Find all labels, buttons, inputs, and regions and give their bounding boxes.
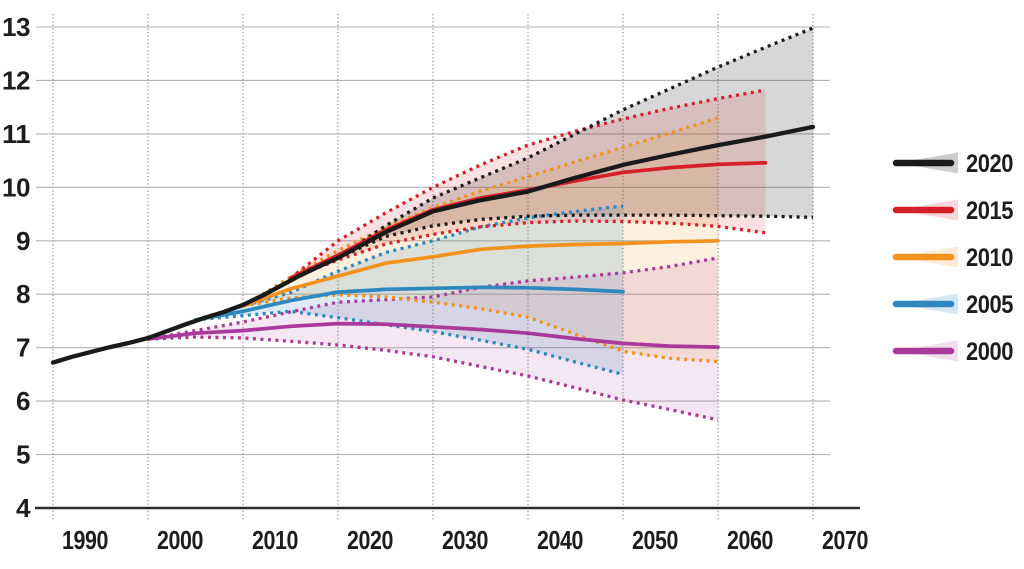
x-tick-label-2050: 2050	[632, 525, 678, 555]
uncertainty-fans	[148, 28, 813, 420]
lower-bound-2015	[289, 219, 766, 280]
legend-item-2000: 2000	[892, 338, 1014, 366]
y-tick-label-4: 4	[16, 493, 31, 523]
upper-bound-2010	[242, 116, 719, 308]
fan-2010	[243, 117, 718, 362]
x-tick-label-1990: 1990	[62, 525, 108, 555]
x-tick-label-2020: 2020	[347, 525, 393, 555]
interval-dotted-lines	[147, 26, 814, 422]
legend-label-2005: 2005	[966, 291, 1014, 319]
y-tick-label-9: 9	[16, 226, 30, 256]
lower-bound-2005	[195, 309, 624, 376]
upper-bound-2020	[337, 26, 814, 260]
x-tick-label-2060: 2060	[727, 525, 773, 555]
x-tick-label-2040: 2040	[537, 525, 583, 555]
legend-label-2010: 2010	[966, 244, 1013, 272]
upper-bound-2015	[289, 88, 766, 280]
y-tick-label-6: 6	[16, 386, 30, 416]
legend-item-2010: 2010	[892, 244, 1014, 272]
y-tick-label-5: 5	[16, 440, 30, 470]
upper-bound-2005	[195, 204, 624, 322]
vertical-gridlines	[52, 14, 814, 521]
lower-bound-2000	[147, 335, 719, 422]
y-axis-labels: 4 5 6 7 8 9 10 11 12 13	[2, 12, 32, 523]
y-tick-label-10: 10	[2, 172, 30, 202]
x-axis-labels: 1990 2000 2010 2020 2030 2040 2050 2060 2070	[62, 525, 869, 555]
x-tick-label-2000: 2000	[157, 525, 203, 555]
x-tick-label-2030: 2030	[442, 525, 488, 555]
median-line-2010	[241, 238, 720, 308]
median-lines	[50, 124, 816, 365]
lower-bound-2020	[337, 213, 814, 260]
y-tick-label-13: 13	[2, 12, 30, 42]
y-tick-label-7: 7	[16, 333, 30, 363]
legend-label-2000: 2000	[966, 338, 1013, 366]
fan-2000	[148, 257, 718, 420]
legend-item-2015: 2015	[892, 197, 1014, 225]
median-line-2005	[193, 285, 625, 322]
fan-2020	[338, 28, 813, 258]
legend-item-2020: 2020	[892, 150, 1014, 178]
legend-label-2015: 2015	[966, 197, 1014, 225]
legend: 2020 2015 2010 2005 2000	[892, 150, 1014, 366]
y-tick-label-8: 8	[16, 279, 30, 309]
upper-bound-2000	[147, 256, 719, 341]
legend-item-2005: 2005	[892, 291, 1014, 319]
median-line-2000	[146, 321, 720, 349]
x-tick-label-2070: 2070	[822, 525, 868, 555]
median-line-2020	[50, 124, 816, 365]
y-tick-label-12: 12	[2, 65, 30, 95]
x-tick-label-2010: 2010	[252, 525, 298, 555]
legend-label-2020: 2020	[966, 150, 1013, 178]
y-tick-label-11: 11	[2, 119, 30, 149]
